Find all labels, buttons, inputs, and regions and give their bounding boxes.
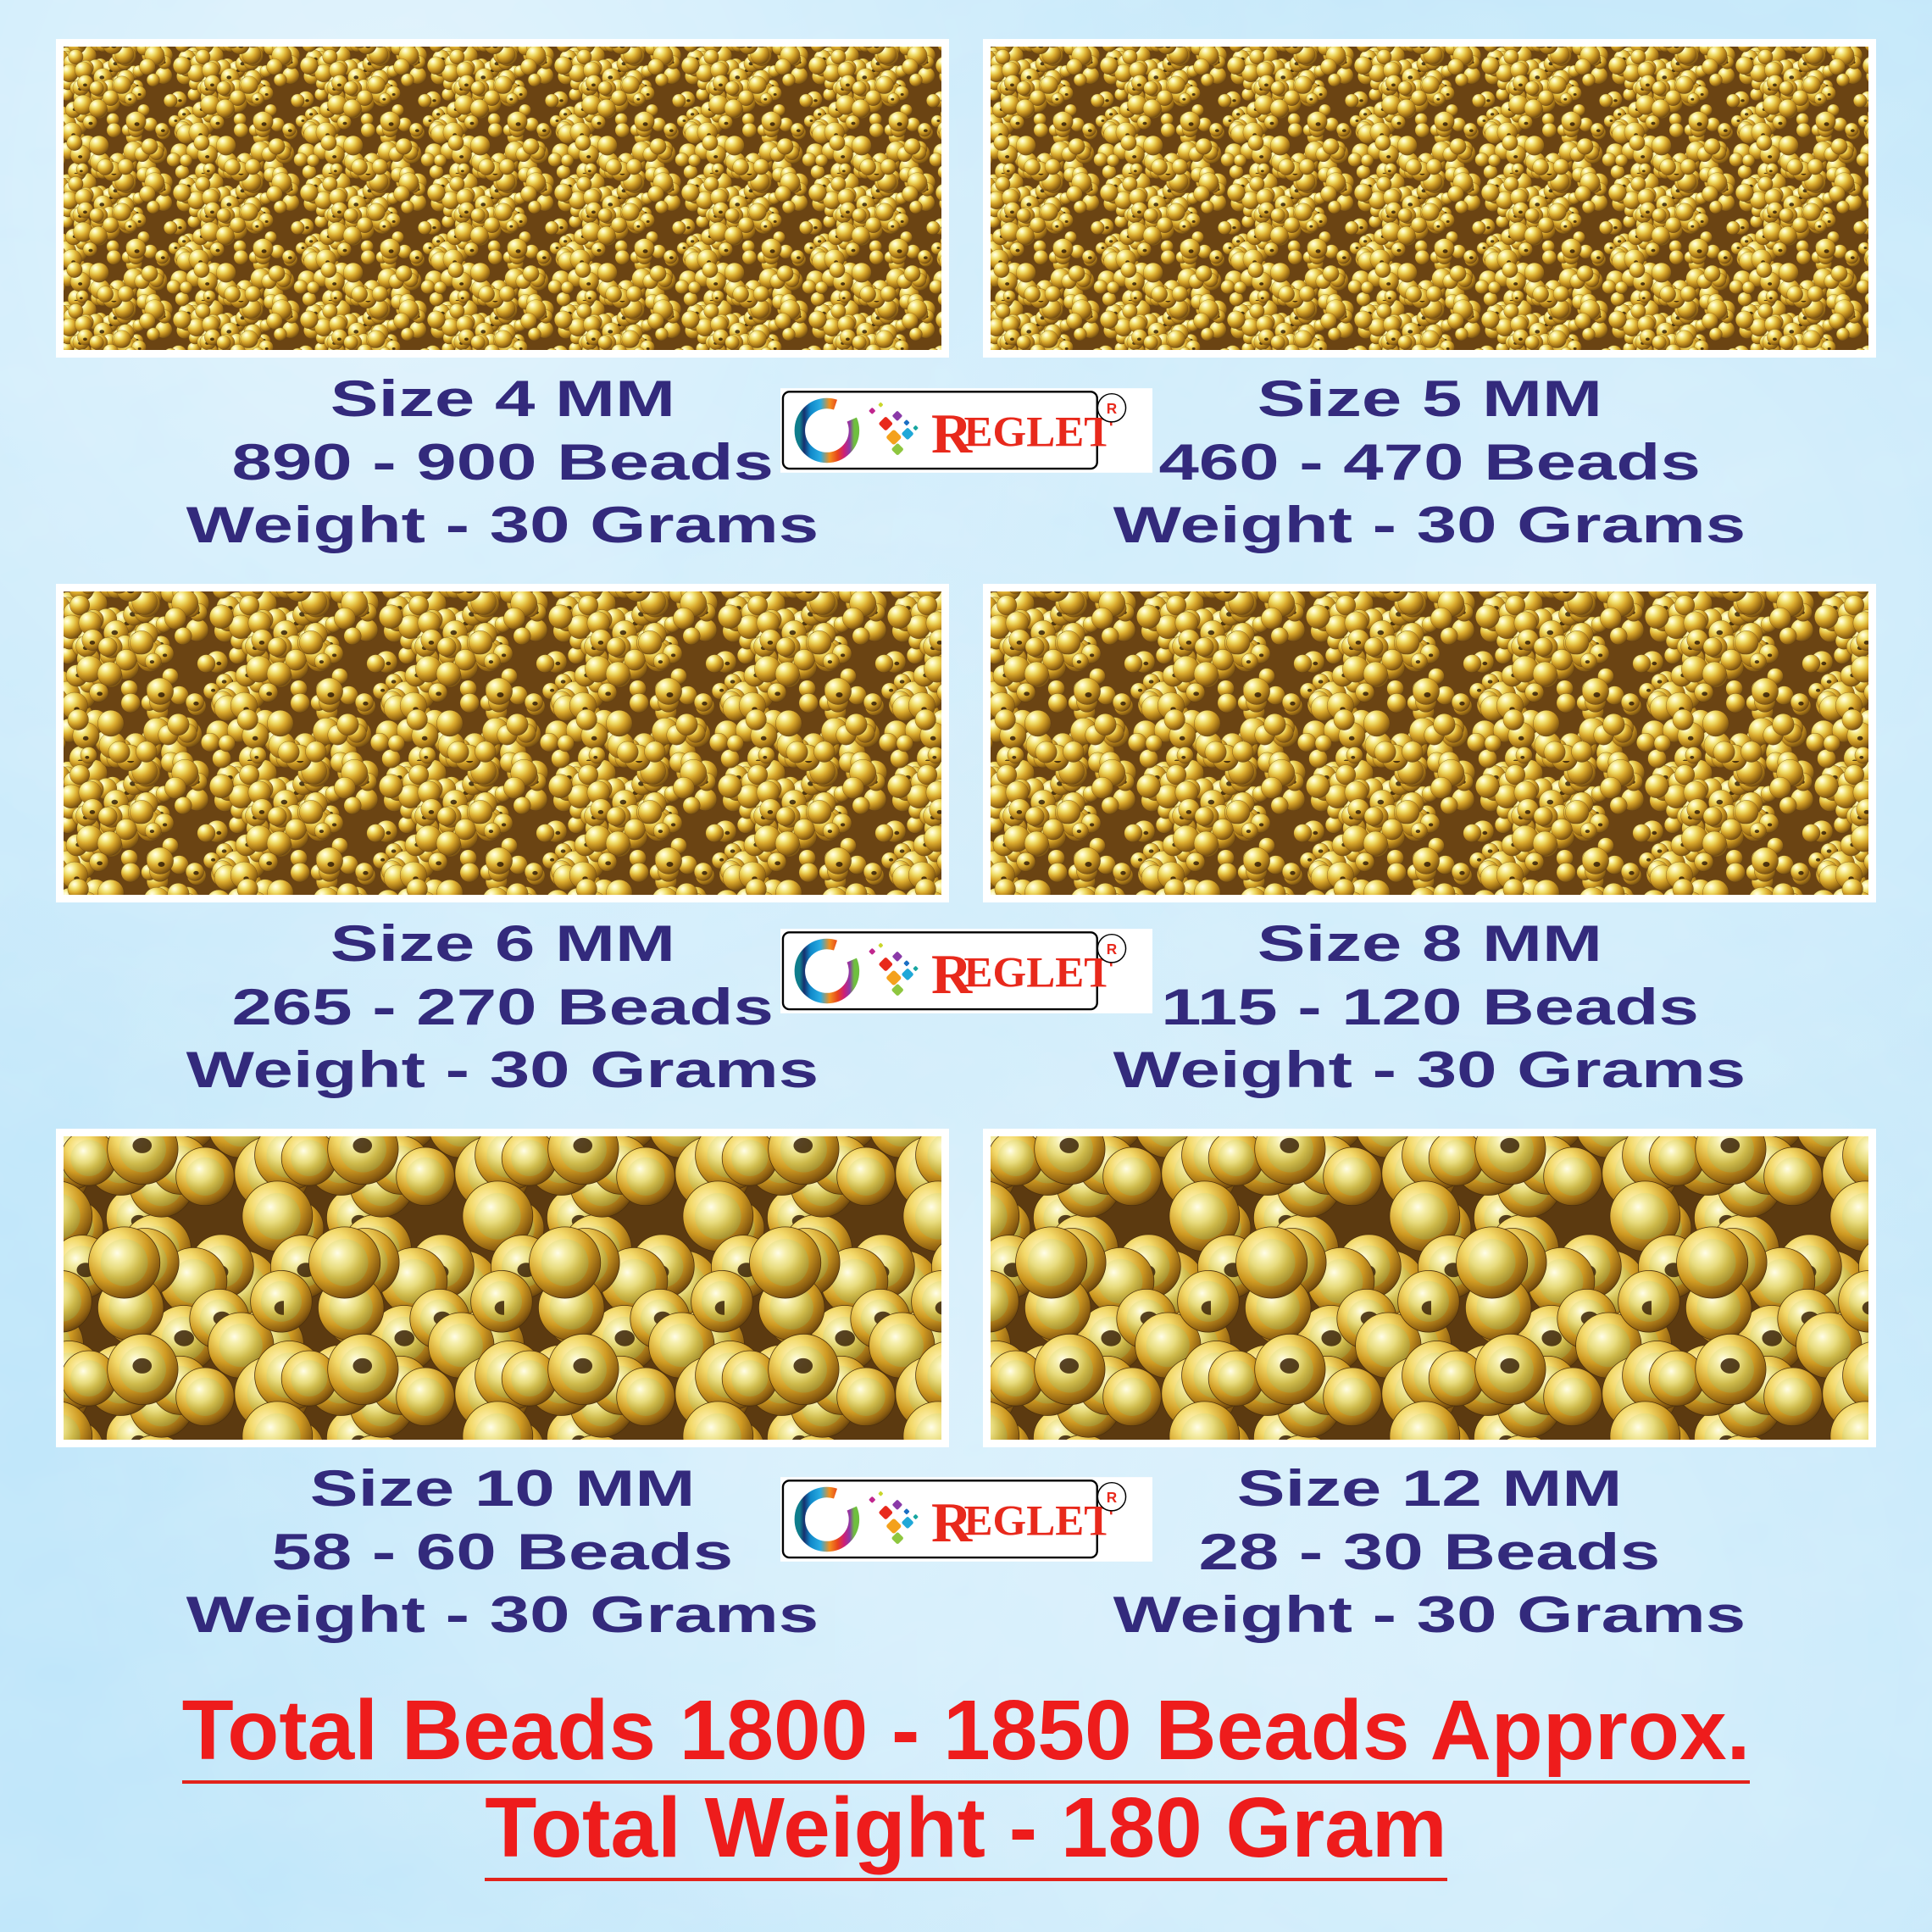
- svg-text:R: R: [1106, 941, 1117, 958]
- svg-text:EGLET: EGLET: [963, 1497, 1113, 1545]
- svg-text:R: R: [1106, 400, 1117, 417]
- svg-text:EGLET: EGLET: [963, 408, 1113, 456]
- svg-text:EGLET: EGLET: [963, 949, 1113, 997]
- svg-text:R: R: [1106, 1489, 1117, 1506]
